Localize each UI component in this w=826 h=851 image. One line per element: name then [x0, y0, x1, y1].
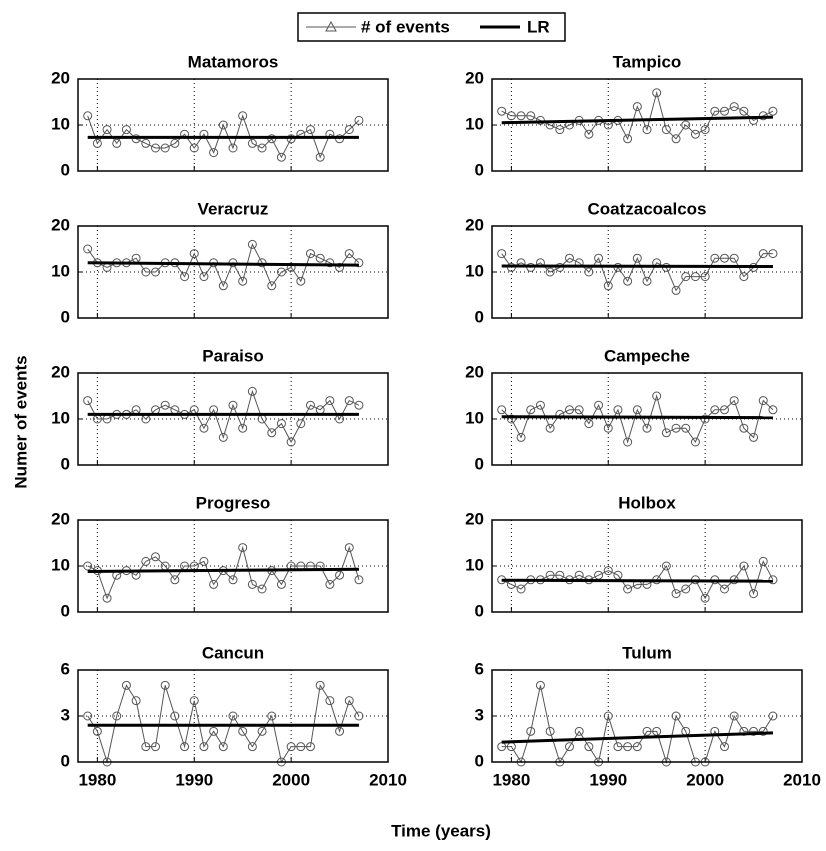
x-tick-label: 2000 [686, 770, 724, 789]
x-tick-label: 2010 [783, 770, 821, 789]
subplot: Coatzacoalcos 0 10 20 [465, 199, 802, 326]
x-axis-label: Time (years) [391, 821, 491, 840]
x-tick-label: 2000 [272, 770, 310, 789]
x-tick-label: 2010 [369, 770, 407, 789]
x-tick-label: 1990 [589, 770, 627, 789]
legend-label: # of events [361, 17, 450, 36]
plot-area [492, 79, 802, 171]
plot-area [492, 670, 802, 762]
y-tick-label: 20 [465, 68, 484, 87]
plot-area [492, 226, 802, 318]
y-tick-label: 20 [465, 215, 484, 234]
x-tick-label: 1980 [78, 770, 116, 789]
subplot-title: Tulum [622, 643, 672, 662]
subplot: Matamoros 0 10 20 [51, 52, 388, 179]
y-tick-label: 10 [465, 408, 484, 427]
y-tick-label: 6 [475, 659, 484, 678]
subplot: Tampico 0 10 20 [465, 52, 802, 179]
subplot-title: Coatzacoalcos [587, 199, 706, 218]
x-tick-label: 1980 [492, 770, 530, 789]
subplot: Holbox 0 10 20 [465, 493, 802, 620]
subplot-title: Paraiso [202, 346, 263, 365]
y-tick-label: 10 [51, 114, 70, 133]
y-tick-label: 20 [51, 215, 70, 234]
y-tick-label: 20 [51, 509, 70, 528]
regression-line [502, 580, 773, 581]
subplot: Progreso 0 10 20 [51, 493, 388, 620]
subplot-title: Cancun [202, 643, 264, 662]
y-tick-label: 20 [51, 68, 70, 87]
y-tick-label: 10 [51, 261, 70, 280]
y-tick-label: 0 [61, 307, 70, 326]
y-tick-label: 0 [475, 160, 484, 179]
y-tick-label: 0 [61, 454, 70, 473]
subplot-title: Veracruz [198, 199, 269, 218]
y-tick-label: 10 [465, 555, 484, 574]
y-tick-label: 0 [475, 454, 484, 473]
y-tick-label: 6 [61, 659, 70, 678]
y-tick-label: 20 [465, 362, 484, 381]
x-tick-label: 1990 [175, 770, 213, 789]
regression-line [502, 417, 773, 418]
y-tick-label: 10 [51, 408, 70, 427]
subplot: Tulum 0 3 6 1980 1990 2000 2010 [475, 643, 821, 789]
subplot: Paraiso 0 10 20 [51, 346, 388, 473]
plot-area [78, 79, 388, 171]
subplot: Veracruz 0 10 20 [51, 199, 388, 326]
y-tick-label: 10 [465, 114, 484, 133]
y-axis-label: Numer of events [11, 355, 30, 488]
y-tick-label: 0 [475, 307, 484, 326]
y-tick-label: 10 [465, 261, 484, 280]
legend-label: LR [527, 17, 550, 36]
y-tick-label: 3 [475, 705, 484, 724]
subplot-title: Matamoros [188, 52, 279, 71]
subplot: Cancun 0 3 6 1980 1990 2000 2010 [61, 643, 407, 789]
y-tick-label: 10 [51, 555, 70, 574]
y-tick-label: 0 [61, 751, 70, 770]
y-tick-label: 0 [475, 751, 484, 770]
y-tick-label: 0 [61, 160, 70, 179]
subplot-title: Tampico [613, 52, 682, 71]
y-tick-label: 20 [465, 509, 484, 528]
plot-area [78, 373, 388, 465]
y-tick-label: 3 [61, 705, 70, 724]
y-tick-label: 0 [475, 601, 484, 620]
plot-area [492, 520, 802, 612]
subplot-title: Campeche [604, 346, 690, 365]
legend: # of events LR [298, 13, 565, 41]
y-tick-label: 0 [61, 601, 70, 620]
subplot-title: Progreso [196, 493, 271, 512]
y-tick-label: 20 [51, 362, 70, 381]
subplot: Campeche 0 10 20 [465, 346, 802, 473]
subplot-title: Holbox [618, 493, 676, 512]
plot-area [78, 226, 388, 318]
plot-area [78, 520, 388, 612]
